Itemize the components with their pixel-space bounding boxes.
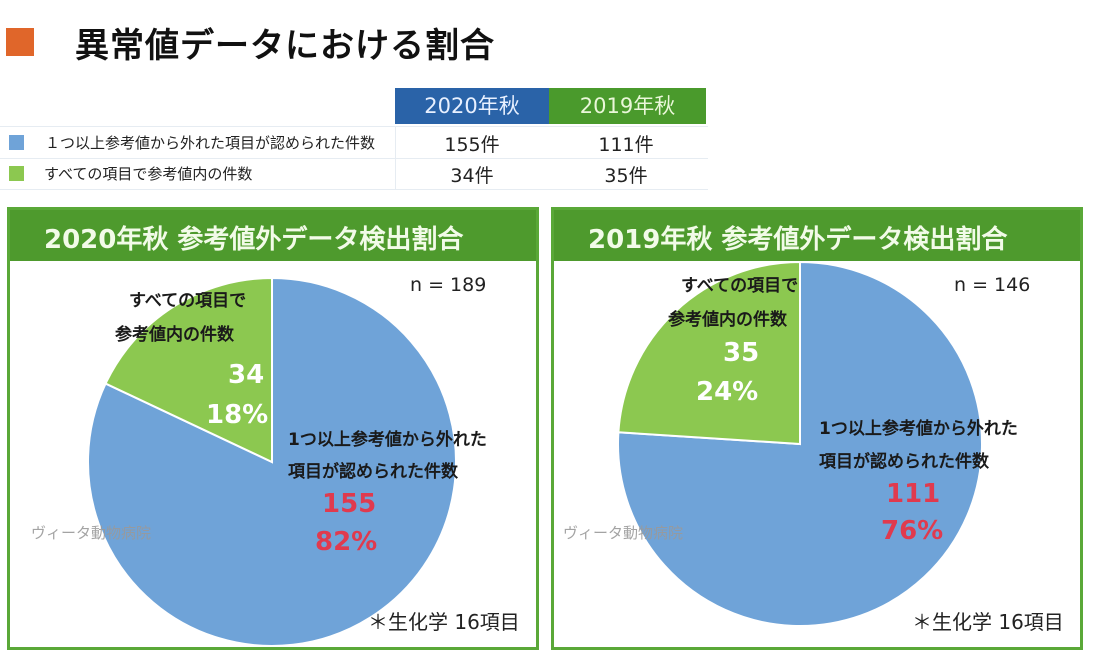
slice-value-out-of-range: 111 [886, 479, 941, 509]
chart-title: 2019年秋 参考値外データ検出割合 [588, 225, 1008, 255]
slice-label-out-of-range-line1: 1つ以上参考値から外れた [288, 430, 487, 450]
pie-slice-out-of-range [617, 260, 983, 627]
cell-value: 111件 [598, 134, 654, 156]
legend-swatch-out-of-range [9, 135, 24, 150]
slice-label-in-range-line1: すべての項目で [681, 276, 799, 296]
watermark: ヴィータ動物病院 [563, 524, 684, 542]
pie-panel-2019: 2019年秋 参考値外データ検出割合 n = 146 ヴィータ動物病院 すべての… [551, 207, 1083, 650]
slice-percent-out-of-range: 82% [315, 527, 378, 557]
page-title: 異常値データにおける割合 [75, 26, 495, 66]
slice-value-in-range: 35 [723, 338, 760, 368]
footnote: ＊生化学 16項目 [912, 610, 1064, 634]
pie-chart-2020 [87, 276, 457, 647]
cell-value: 34件 [450, 165, 494, 187]
footnote: ＊生化学 16項目 [368, 610, 520, 634]
cell-value: 35件 [604, 165, 648, 187]
cell-value: 155件 [444, 134, 500, 156]
panel-header: 2019年秋 参考値外データ検出割合 [554, 210, 1080, 261]
chart-title: 2020年秋 参考値外データ検出割合 [44, 225, 464, 255]
column-header-2020: 2020年秋 [395, 88, 549, 124]
pie-panel-2020: 2020年秋 参考値外データ検出割合 n = 189 ヴィータ動物病院 すべての… [7, 207, 539, 650]
slice-value-in-range: 34 [228, 360, 265, 390]
watermark: ヴィータ動物病院 [31, 524, 152, 542]
slice-label-out-of-range-line2: 項目が認められた件数 [819, 452, 989, 472]
legend-swatch-in-range [9, 166, 24, 181]
pie-chart-2019 [617, 260, 983, 627]
title-marker [6, 28, 34, 56]
table-row: １つ以上参考値から外れた項目が認められた件数 155件 111件 [0, 126, 708, 159]
sample-size-label: n = 146 [954, 274, 1031, 296]
sample-size-label: n = 189 [410, 274, 487, 296]
slice-percent-in-range: 24% [696, 377, 759, 407]
table-row: すべての項目で参考値内の件数 34件 35件 [0, 158, 708, 190]
slice-value-out-of-range: 155 [322, 489, 377, 519]
slice-label-out-of-range-line2: 項目が認められた件数 [288, 462, 458, 482]
pie-slice-in-range [104, 276, 273, 464]
row-label: すべての項目で参考値内の件数 [44, 165, 253, 183]
row-label: １つ以上参考値から外れた項目が認められた件数 [45, 134, 376, 152]
slice-label-in-range-line2: 参考値内の件数 [668, 310, 787, 330]
slice-percent-out-of-range: 76% [881, 516, 944, 546]
panel-header: 2020年秋 参考値外データ検出割合 [10, 210, 536, 261]
slice-label-in-range-line2: 参考値内の件数 [115, 325, 234, 345]
summary-table: 2020年秋 2019年秋 １つ以上参考値から外れた項目が認められた件数 155… [0, 88, 710, 190]
slice-percent-in-range: 18% [206, 400, 269, 430]
pie-slice-in-range [617, 260, 801, 446]
slice-label-in-range-line1: すべての項目で [129, 291, 247, 311]
slice-label-out-of-range-line1: 1つ以上参考値から外れた [819, 419, 1018, 439]
column-header-2019: 2019年秋 [549, 88, 706, 124]
